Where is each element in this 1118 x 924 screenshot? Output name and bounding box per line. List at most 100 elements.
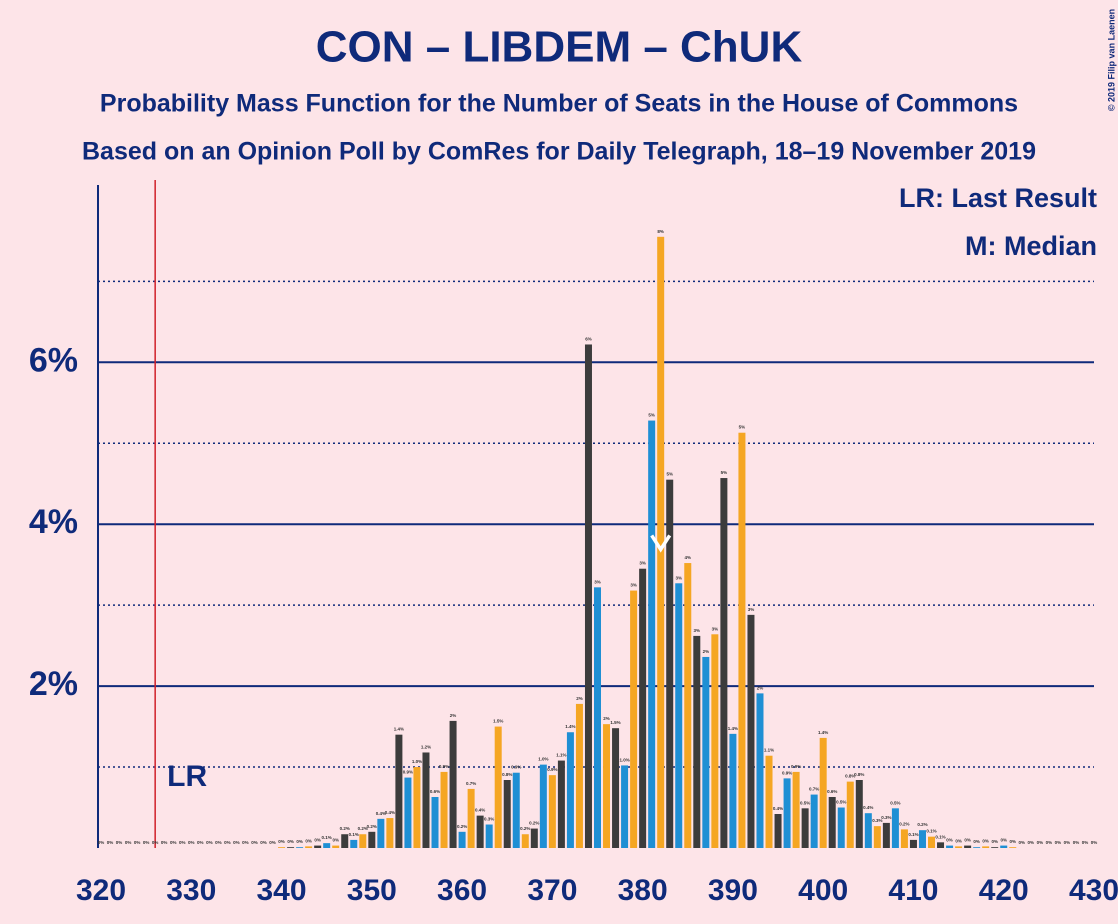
x-tick-label: 390 [708, 874, 758, 907]
value-label: 0% [1091, 840, 1098, 845]
value-label: 2% [450, 713, 457, 718]
value-label: 0% [143, 840, 150, 845]
value-label: 0% [107, 840, 114, 845]
value-label: 0.2% [520, 826, 530, 831]
value-label: 0% [278, 839, 285, 844]
y-tick-label: 6% [29, 341, 78, 379]
value-label: 3% [630, 583, 637, 588]
bar [891, 808, 899, 848]
value-label: 0% [964, 838, 971, 843]
value-label: 0.2% [358, 826, 368, 831]
value-label: 0% [125, 840, 132, 845]
bar [837, 807, 845, 848]
x-tick-label: 400 [798, 874, 848, 907]
value-label: 0% [296, 839, 303, 844]
bar [548, 775, 556, 848]
bar [612, 728, 620, 848]
value-label: 0.2% [917, 822, 927, 827]
value-label: 0.8% [502, 772, 512, 777]
value-label: 0.5% [836, 800, 846, 805]
bar [946, 845, 954, 848]
value-label: 0.2% [340, 826, 350, 831]
bar [521, 834, 529, 848]
value-label: 1.4% [565, 724, 575, 729]
value-label: 1.5% [610, 720, 620, 725]
legend-text: LR: Last Result [899, 183, 1097, 213]
value-label: 1.2% [421, 744, 431, 749]
bar [594, 587, 601, 848]
bar [341, 834, 349, 848]
value-label: 0% [1064, 840, 1071, 845]
value-label: 0.8% [854, 772, 864, 777]
bar [955, 846, 963, 848]
value-label: 1.4% [728, 726, 738, 731]
bar [305, 846, 313, 848]
value-label: 0.2% [529, 821, 539, 826]
value-label: 0.2% [899, 821, 909, 826]
bar [720, 478, 728, 848]
value-label: 3% [675, 575, 682, 580]
value-label: 0.3% [484, 817, 494, 822]
value-label: 0% [1009, 839, 1016, 844]
value-label: 0% [233, 840, 240, 845]
bar [973, 847, 981, 848]
bar [323, 843, 331, 848]
value-label: 0.4% [385, 810, 395, 815]
value-label: 0% [1037, 840, 1044, 845]
bar [846, 781, 854, 848]
value-label: 3% [594, 579, 601, 584]
chart-subtitle: Probability Mass Function for the Number… [100, 90, 1018, 118]
value-label: 0.9% [791, 764, 801, 769]
value-label: 0% [179, 840, 186, 845]
value-label: 0.9% [511, 765, 521, 770]
value-label: 0% [1073, 840, 1080, 845]
value-label: 0% [946, 838, 953, 843]
bar [982, 846, 990, 848]
value-label: 2% [603, 716, 610, 721]
bar [991, 847, 999, 848]
value-label: 0% [224, 840, 231, 845]
value-label: 1.1% [764, 748, 774, 753]
value-label: 3% [712, 626, 719, 631]
bar [557, 760, 565, 848]
value-label: 0% [242, 840, 249, 845]
x-tick-label: 410 [888, 874, 938, 907]
value-label: 1.4% [394, 727, 404, 732]
value-label: 3% [748, 607, 755, 612]
value-label: 0.6% [827, 789, 837, 794]
value-label: 0% [1055, 840, 1062, 845]
bar [539, 764, 547, 848]
bar [702, 656, 710, 848]
value-label: 0% [98, 840, 105, 845]
bar [675, 583, 683, 848]
bar [422, 752, 430, 848]
value-label: 0% [152, 840, 159, 845]
value-label: 0.7% [809, 787, 819, 792]
value-label: 2% [757, 685, 764, 690]
bar [964, 845, 972, 848]
bar [639, 568, 647, 848]
bar [449, 720, 457, 848]
x-tick-label: 430 [1069, 874, 1118, 907]
bar [801, 808, 809, 848]
value-label: 0% [188, 840, 195, 845]
bar [684, 563, 692, 848]
value-label: 5% [666, 472, 673, 477]
bar [937, 842, 945, 848]
value-label: 0% [1000, 838, 1007, 843]
bar [900, 829, 908, 848]
value-label: 0.4% [773, 806, 783, 811]
bar [467, 788, 475, 848]
bar [774, 814, 782, 848]
value-label: 0.1% [908, 832, 918, 837]
bar [404, 777, 412, 848]
value-label: 0% [1082, 840, 1089, 845]
bar [729, 733, 737, 848]
bar [657, 236, 665, 849]
value-label: 0.1% [349, 832, 359, 837]
bar [431, 797, 439, 848]
value-label: 0.5% [800, 800, 810, 805]
value-label: 0.9% [439, 764, 449, 769]
value-label: 0% [170, 840, 177, 845]
